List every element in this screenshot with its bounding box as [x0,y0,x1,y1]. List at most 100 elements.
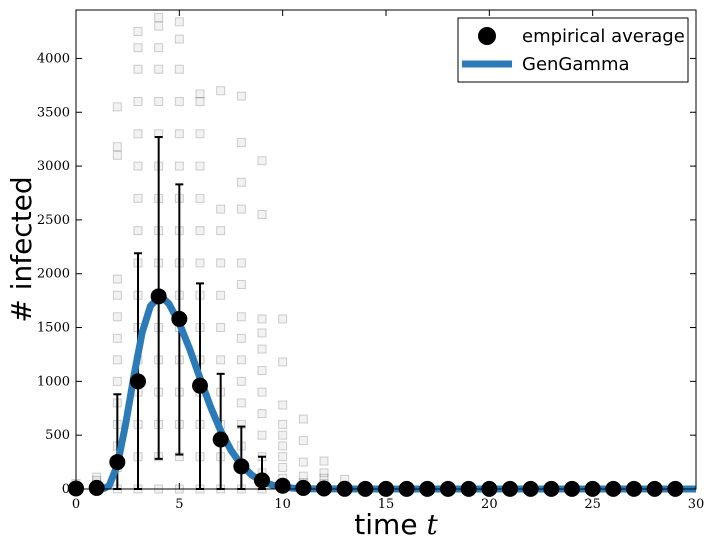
average-point [130,373,146,390]
raw-sample-marker [174,34,184,44]
raw-sample-marker [236,355,246,365]
raw-sample-marker [216,226,226,236]
raw-sample-marker [195,258,205,268]
raw-sample-marker [319,468,329,478]
raw-sample-marker [298,457,308,467]
raw-sample-marker [236,333,246,343]
gengamma-curve [101,293,696,493]
raw-sample-marker [257,409,267,419]
average-point [192,377,208,394]
raw-sample-marker [278,430,288,440]
raw-sample-marker [216,355,226,365]
raw-sample-marker [319,456,329,466]
legend-box [457,17,689,83]
average-point [109,454,126,471]
raw-sample-marker [133,43,143,53]
raw-sample-marker [298,436,308,446]
raw-sample-marker [174,64,184,74]
raw-sample-marker [133,161,143,171]
x-tick-label: 0 [72,497,80,512]
raw-sample-marker [133,193,143,203]
raw-sample-marker [278,400,288,410]
axis-ticks-layer: 0 5 10 15 20 25 30 0 500 1000 1500 2000 2500 3000 3500… [37,10,704,512]
raw-sample-marker [195,193,205,203]
raw-sample-marker [236,398,246,408]
raw-sample-marker [195,161,205,171]
raw-sample-marker [133,64,143,74]
raw-sample-marker [257,344,267,354]
average-point [171,310,188,327]
legend-label-empirical-average: empirical average [522,26,685,47]
legend-label-gengamma: GenGamma [522,54,630,75]
y-tick-label: 4000 [37,51,70,66]
raw-sample-marker [216,323,226,333]
raw-sample-marker [195,96,205,106]
raw-sample-marker [278,441,288,451]
average-point [212,431,229,448]
raw-sample-marker [174,161,184,171]
raw-sample-marker [257,328,267,338]
x-tick-label: 30 [688,497,705,512]
legend: empirical average GenGamma [457,17,689,83]
raw-sample-marker [174,96,184,106]
raw-sample-marker [154,96,164,106]
raw-sample-marker [154,43,164,53]
y-tick-label: 2000 [37,267,70,282]
raw-sample-marker [112,142,122,152]
raw-sample-marker [112,333,122,343]
y-tick-label: 1000 [37,374,70,389]
average-point [316,480,332,497]
raw-sample-marker [257,210,267,220]
raw-sample-marker [112,102,122,112]
raw-sample-marker [278,462,288,472]
raw-sample-marker [133,129,143,139]
raw-sample-marker [298,414,308,424]
average-point [233,458,250,475]
raw-sample-marker [154,21,164,31]
raw-sample-marker [112,150,122,160]
raw-sample-marker [133,96,143,106]
raw-sample-marker [278,314,288,324]
raw-sample-marker [216,258,226,268]
x-axis-label: time t [354,508,438,541]
raw-sample-marker [195,129,205,139]
x-tick-label: 15 [378,497,395,512]
raw-sample-marker [257,314,267,324]
legend-marker-empirical-average [478,27,496,45]
raw-sample-marker [257,387,267,397]
average-point [88,479,105,496]
y-tick-label: 2500 [37,213,70,228]
raw-sample-marker [195,89,205,99]
raw-sample-marker [236,312,246,322]
y-tick-label: 1500 [37,321,70,336]
average-point [295,479,312,496]
raw-sample-marker [278,452,288,462]
raw-sample-marker [236,376,246,386]
fit-curve-layer [101,293,696,493]
raw-sample-marker [133,226,143,236]
raw-sample-marker [236,258,246,268]
raw-sample-marker [298,471,308,481]
y-tick-label: 500 [45,428,70,443]
x-tick-label: 5 [175,497,183,512]
raw-sample-marker [112,274,122,284]
raw-sample-marker [154,13,164,23]
raw-sample-marker [112,290,122,300]
raw-sample-marker [257,430,267,440]
raw-sample-marker [112,312,122,322]
raw-sample-marker [112,355,122,365]
y-tick-label: 0 [62,482,70,497]
raw-sample-marker [174,129,184,139]
raw-sample-marker [216,86,226,96]
x-tick-label: 20 [481,497,498,512]
x-tick-label: 10 [274,497,291,512]
raw-sample-marker [278,419,288,429]
raw-sample-marker [195,226,205,236]
average-point [254,472,270,489]
raw-sample-marker [236,204,246,214]
y-tick-label: 3500 [37,105,70,120]
raw-sample-marker [257,156,267,166]
raw-sample-marker [236,177,246,187]
raw-sample-marker [174,17,184,27]
raw-sample-marker [236,91,246,101]
